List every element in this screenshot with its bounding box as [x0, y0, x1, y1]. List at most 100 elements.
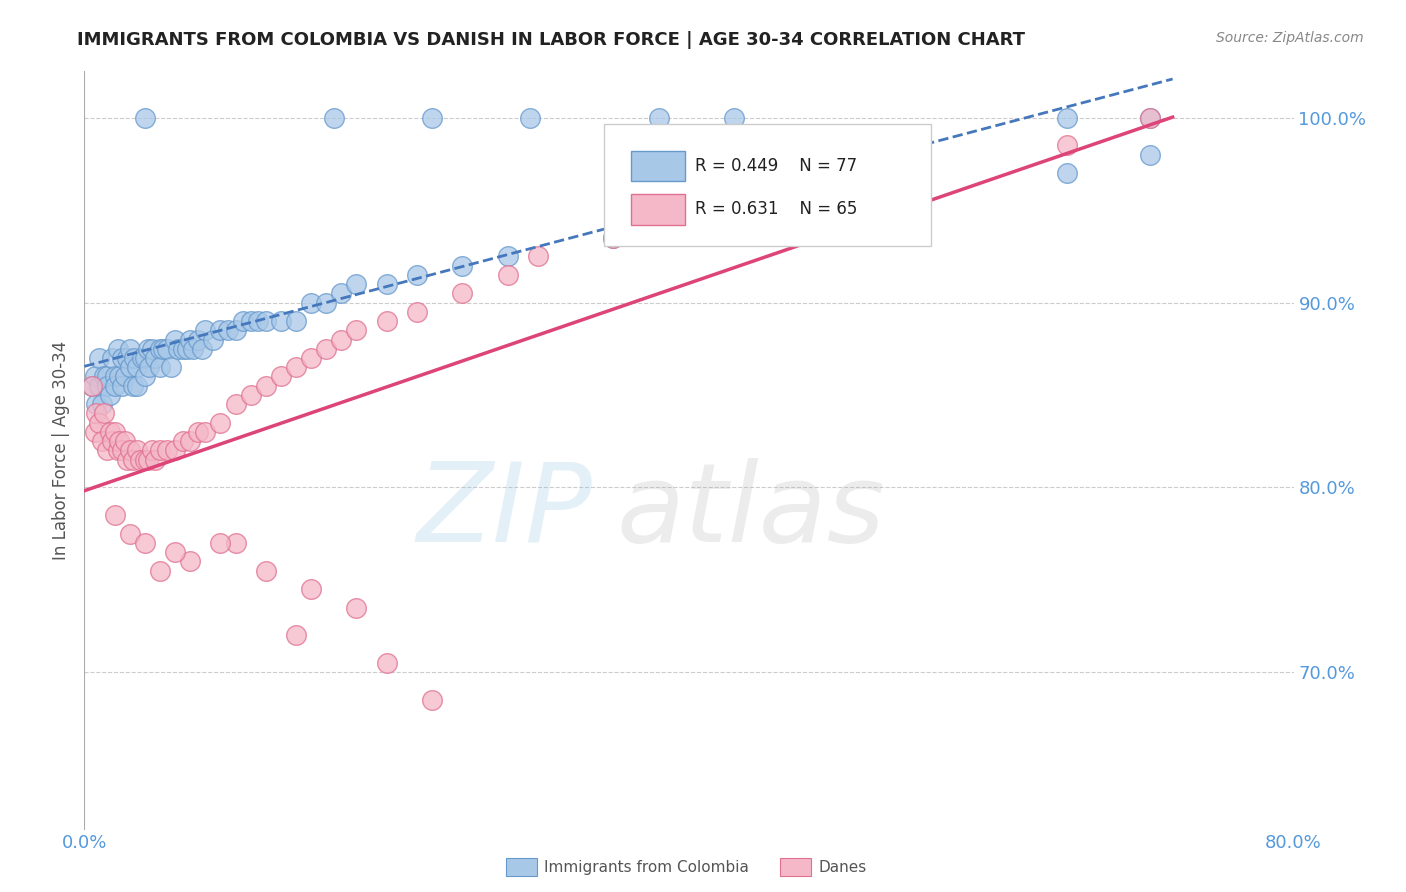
Point — [98, 388, 121, 402]
Point — [648, 111, 671, 125]
Point — [118, 342, 141, 356]
Point — [209, 323, 232, 337]
Point — [209, 536, 232, 550]
Point — [172, 342, 194, 356]
Text: Danes: Danes — [818, 860, 866, 874]
Point — [187, 333, 209, 347]
Point — [232, 314, 254, 328]
Point — [179, 333, 201, 347]
Point — [285, 360, 308, 375]
Point — [121, 452, 143, 467]
Point — [96, 369, 118, 384]
Point — [406, 305, 429, 319]
Point — [239, 314, 262, 328]
Point — [176, 342, 198, 356]
Point — [375, 314, 398, 328]
Point — [1139, 111, 1161, 125]
Point — [602, 231, 624, 245]
Point — [127, 378, 149, 392]
Point — [225, 323, 247, 337]
Point — [149, 342, 172, 356]
Point — [254, 378, 277, 392]
Point — [194, 323, 217, 337]
Point — [118, 526, 141, 541]
Point — [156, 443, 179, 458]
Point — [299, 295, 322, 310]
Point — [285, 628, 308, 642]
Point — [330, 333, 353, 347]
Point — [141, 443, 163, 458]
Point — [451, 259, 474, 273]
Point — [451, 286, 474, 301]
Point — [225, 536, 247, 550]
Point — [134, 536, 156, 550]
Point — [187, 425, 209, 439]
Point — [152, 342, 174, 356]
Point — [107, 342, 129, 356]
Text: IMMIGRANTS FROM COLOMBIA VS DANISH IN LABOR FORCE | AGE 30-34 CORRELATION CHART: IMMIGRANTS FROM COLOMBIA VS DANISH IN LA… — [77, 31, 1025, 49]
Point — [98, 425, 121, 439]
Point — [181, 342, 204, 356]
Point — [315, 295, 337, 310]
Point — [80, 378, 103, 392]
Point — [145, 452, 167, 467]
Text: R = 0.449    N = 77: R = 0.449 N = 77 — [695, 157, 858, 175]
Point — [86, 397, 108, 411]
Text: Source: ZipAtlas.com: Source: ZipAtlas.com — [1216, 31, 1364, 45]
Point — [108, 369, 131, 384]
Point — [131, 351, 153, 365]
Point — [209, 416, 232, 430]
Point — [149, 360, 172, 375]
Point — [406, 268, 429, 282]
Point — [114, 434, 136, 449]
Point — [91, 434, 114, 449]
Point — [89, 378, 111, 392]
Point — [299, 351, 322, 365]
Point — [904, 194, 927, 208]
Text: R = 0.631    N = 65: R = 0.631 N = 65 — [695, 201, 858, 219]
Point — [84, 369, 107, 384]
Point — [89, 416, 111, 430]
Point — [322, 111, 344, 125]
Point — [330, 286, 353, 301]
Point — [1056, 111, 1078, 125]
Point — [93, 369, 115, 384]
Point — [179, 434, 201, 449]
Point — [420, 693, 443, 707]
Point — [134, 369, 156, 384]
Point — [315, 342, 337, 356]
Point — [420, 111, 443, 125]
Text: ZIP: ZIP — [416, 458, 592, 565]
Point — [239, 388, 262, 402]
Point — [1056, 138, 1078, 153]
Point — [115, 351, 138, 365]
Point — [149, 443, 172, 458]
Point — [91, 397, 114, 411]
Point — [134, 351, 156, 365]
Point — [723, 111, 745, 125]
Point — [217, 323, 239, 337]
Point — [375, 656, 398, 670]
Point — [165, 333, 187, 347]
Point — [145, 351, 167, 365]
Point — [247, 314, 270, 328]
Point — [108, 434, 131, 449]
Point — [121, 378, 143, 392]
Point — [129, 452, 152, 467]
Point — [149, 564, 172, 578]
Point — [96, 378, 118, 392]
Point — [201, 333, 224, 347]
Point — [127, 443, 149, 458]
Point — [709, 194, 731, 208]
Text: Immigrants from Colombia: Immigrants from Colombia — [544, 860, 749, 874]
Point — [496, 268, 519, 282]
Point — [136, 452, 159, 467]
Point — [519, 111, 541, 125]
Point — [225, 397, 247, 411]
Point — [115, 452, 138, 467]
Point — [299, 582, 322, 596]
Point — [104, 425, 127, 439]
FancyBboxPatch shape — [605, 124, 931, 245]
Point — [118, 360, 141, 375]
Point — [84, 425, 107, 439]
